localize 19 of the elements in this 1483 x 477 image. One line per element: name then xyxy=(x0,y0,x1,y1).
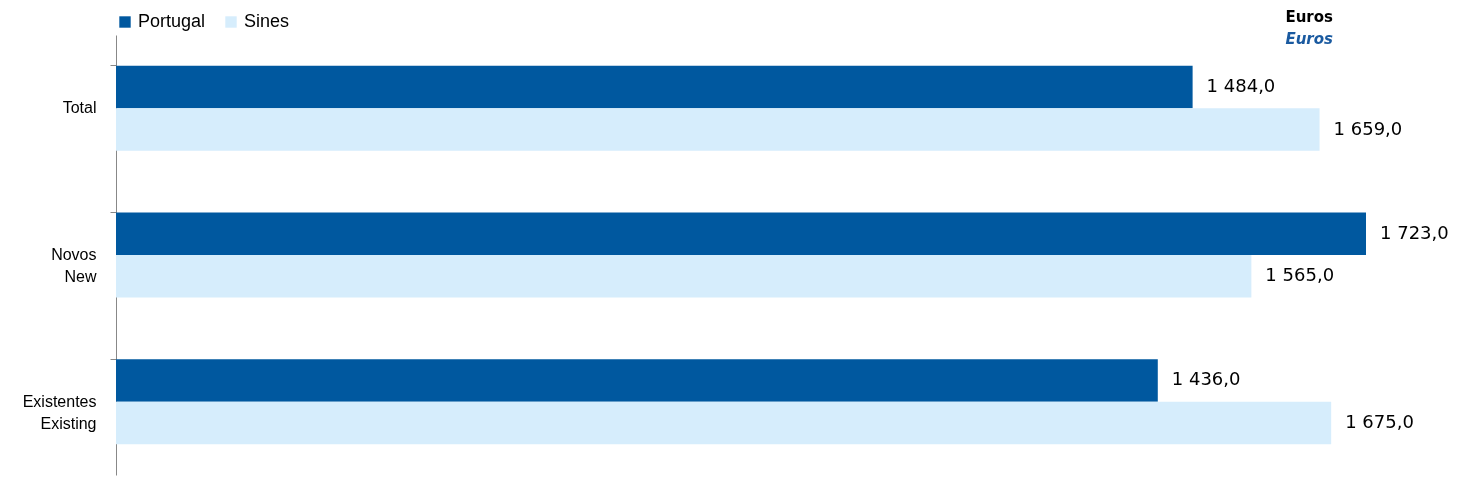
legend-label: Sines xyxy=(244,11,290,31)
data-label: 1 484,0 xyxy=(1206,75,1276,97)
data-label: 1 723,0 xyxy=(1380,221,1449,243)
bar xyxy=(116,255,1252,298)
bar xyxy=(116,212,1366,255)
y-tick-label: Total xyxy=(62,99,97,117)
bar xyxy=(116,401,1332,445)
text: Euros xyxy=(1285,7,1333,28)
bar xyxy=(116,65,1193,109)
data-label: 1 565,0 xyxy=(1265,264,1335,286)
bar xyxy=(116,108,1320,151)
y-tick-label: Existentes Existing xyxy=(22,392,97,432)
data-label: 1 675,0 xyxy=(1345,410,1414,432)
legend-label: Portugal xyxy=(138,11,206,31)
y-tick-label: Novos New xyxy=(51,246,97,285)
bar xyxy=(116,359,1158,402)
data-label: 1 436,0 xyxy=(1171,368,1241,390)
annotation: Euros xyxy=(1285,29,1333,50)
data-label: 1 659,0 xyxy=(1333,117,1403,139)
